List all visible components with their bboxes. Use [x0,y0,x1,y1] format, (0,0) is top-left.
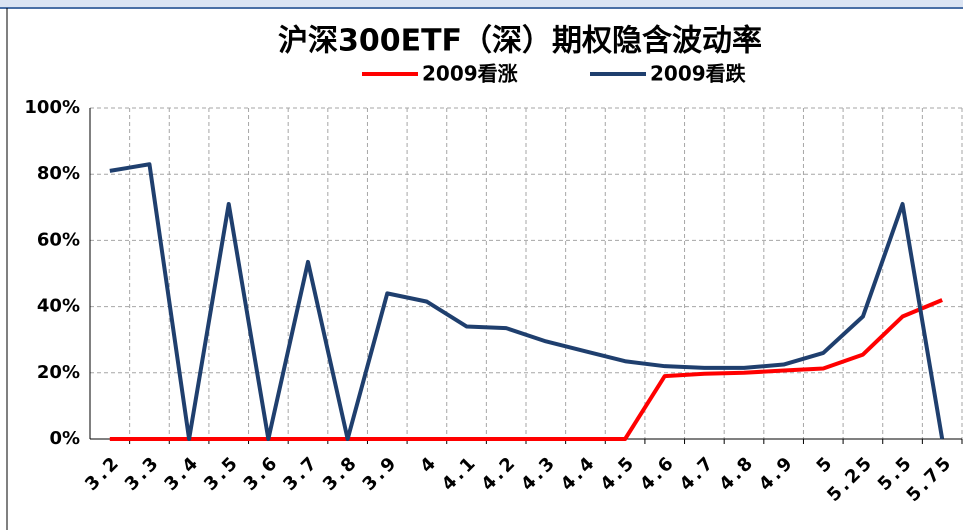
x-tick-label: 4.8 [715,451,759,495]
x-tick-label: 3.7 [279,451,323,495]
legend-label: 2009看跌 [650,62,747,86]
chart-title: 沪深300ETF（深）期权隐含波动率 [278,24,762,59]
x-tick-label: 4.4 [557,451,601,495]
y-tick-label: 40% [37,296,80,317]
x-tick-label: 3.9 [359,451,403,495]
x-tick-label: 3.3 [121,451,165,495]
series-line [109,162,945,441]
x-tick-label: 4.7 [676,451,720,495]
legend-label: 2009看涨 [422,62,518,86]
x-tick-label: 3.2 [81,451,125,495]
y-tick-label: 20% [37,362,80,383]
y-tick-label: 100% [24,97,80,118]
x-tick-label: 4.2 [477,451,521,495]
x-tick-label: 3.5 [200,451,244,495]
x-tick-label: 3.4 [160,451,204,495]
x-tick-label: 4.3 [517,451,561,495]
x-tick-label: 3.6 [240,451,284,495]
x-tick-label: 4 [416,451,442,477]
x-tick-label: 4.6 [636,451,680,495]
top-strip [0,0,963,8]
x-tick-label: 4.5 [596,451,640,495]
y-tick-label: 60% [37,229,80,250]
y-tick-label: 80% [37,163,80,184]
y-tick-label: 0% [49,428,80,449]
x-tick-label: 4.1 [438,451,482,495]
x-tick-label: 3.8 [319,451,363,495]
x-tick-label: 4.9 [755,451,799,495]
x-tick-label: 5 [813,451,839,477]
series-line [109,298,943,441]
